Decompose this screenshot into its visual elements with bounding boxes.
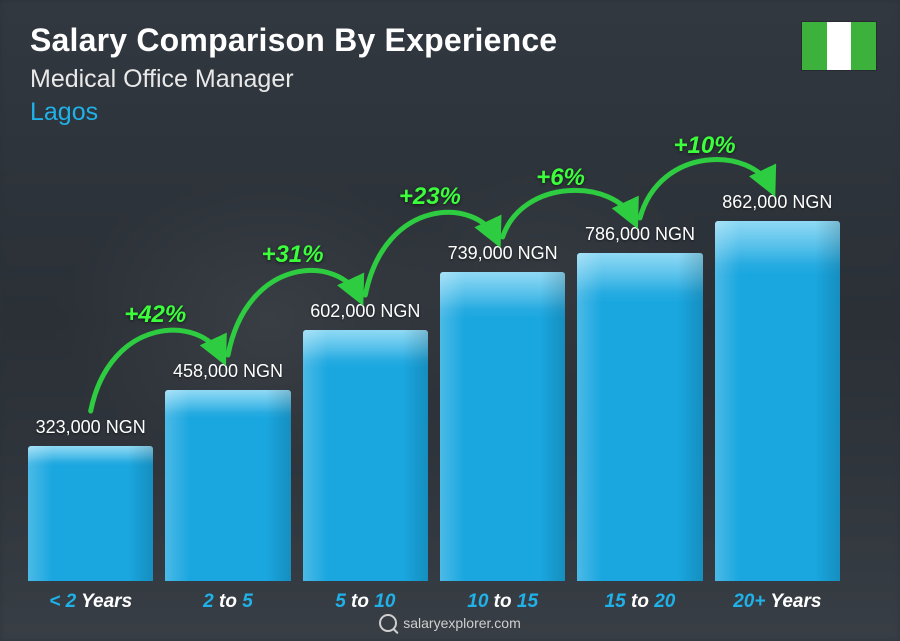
bar-column: 323,000 NGN bbox=[28, 417, 153, 581]
chart-subtitle: Medical Office Manager bbox=[30, 65, 870, 94]
flag-stripe-right bbox=[851, 22, 876, 70]
bar-value-label: 739,000 NGN bbox=[448, 243, 558, 264]
delta-label: +42% bbox=[124, 301, 186, 329]
x-axis-label: 5 to 10 bbox=[303, 591, 428, 613]
flag-stripe-left bbox=[802, 22, 827, 70]
bar-value-label: 862,000 NGN bbox=[722, 192, 832, 213]
bar bbox=[165, 390, 290, 581]
x-axis-label: 2 to 5 bbox=[165, 591, 290, 613]
content-root: Salary Comparison By Experience Medical … bbox=[0, 0, 900, 641]
bar-value-label: 786,000 NGN bbox=[585, 224, 695, 245]
delta-label: +23% bbox=[399, 183, 461, 211]
bar-column: 458,000 NGN bbox=[165, 361, 290, 581]
bar bbox=[715, 221, 840, 581]
header: Salary Comparison By Experience Medical … bbox=[30, 22, 870, 127]
bar-column: 786,000 NGN bbox=[577, 224, 702, 581]
footer: salaryexplorer.com bbox=[0, 614, 900, 635]
bar bbox=[28, 446, 153, 581]
bar-column: 862,000 NGN bbox=[715, 192, 840, 581]
x-axis-label: < 2 Years bbox=[28, 591, 153, 613]
delta-label: +31% bbox=[262, 241, 324, 269]
bar bbox=[577, 253, 702, 581]
magnifier-icon bbox=[379, 614, 397, 632]
bar-value-label: 458,000 NGN bbox=[173, 361, 283, 382]
bar bbox=[303, 330, 428, 581]
chart-title: Salary Comparison By Experience bbox=[30, 22, 870, 59]
country-flag-nigeria bbox=[802, 22, 876, 70]
bar bbox=[440, 272, 565, 581]
x-axis-label: 20+ Years bbox=[715, 591, 840, 613]
delta-label: +6% bbox=[536, 164, 585, 192]
chart-location: Lagos bbox=[30, 98, 870, 127]
source-text: salaryexplorer.com bbox=[403, 615, 521, 631]
bar-column: 602,000 NGN bbox=[303, 301, 428, 581]
bar-column: 739,000 NGN bbox=[440, 243, 565, 581]
delta-label: +10% bbox=[674, 132, 736, 160]
x-axis-labels: < 2 Years 2 to 5 5 to 10 10 to 15 15 to 20 20… bbox=[28, 591, 840, 613]
x-axis-label: 10 to 15 bbox=[440, 591, 565, 613]
x-axis-label: 15 to 20 bbox=[577, 591, 702, 613]
bar-value-label: 323,000 NGN bbox=[36, 417, 146, 438]
bar-value-label: 602,000 NGN bbox=[310, 301, 420, 322]
source-attribution: salaryexplorer.com bbox=[379, 614, 521, 632]
flag-stripe-middle bbox=[827, 22, 852, 70]
bar-chart: 323,000 NGN 458,000 NGN 602,000 NGN 739,000… bbox=[28, 160, 840, 581]
